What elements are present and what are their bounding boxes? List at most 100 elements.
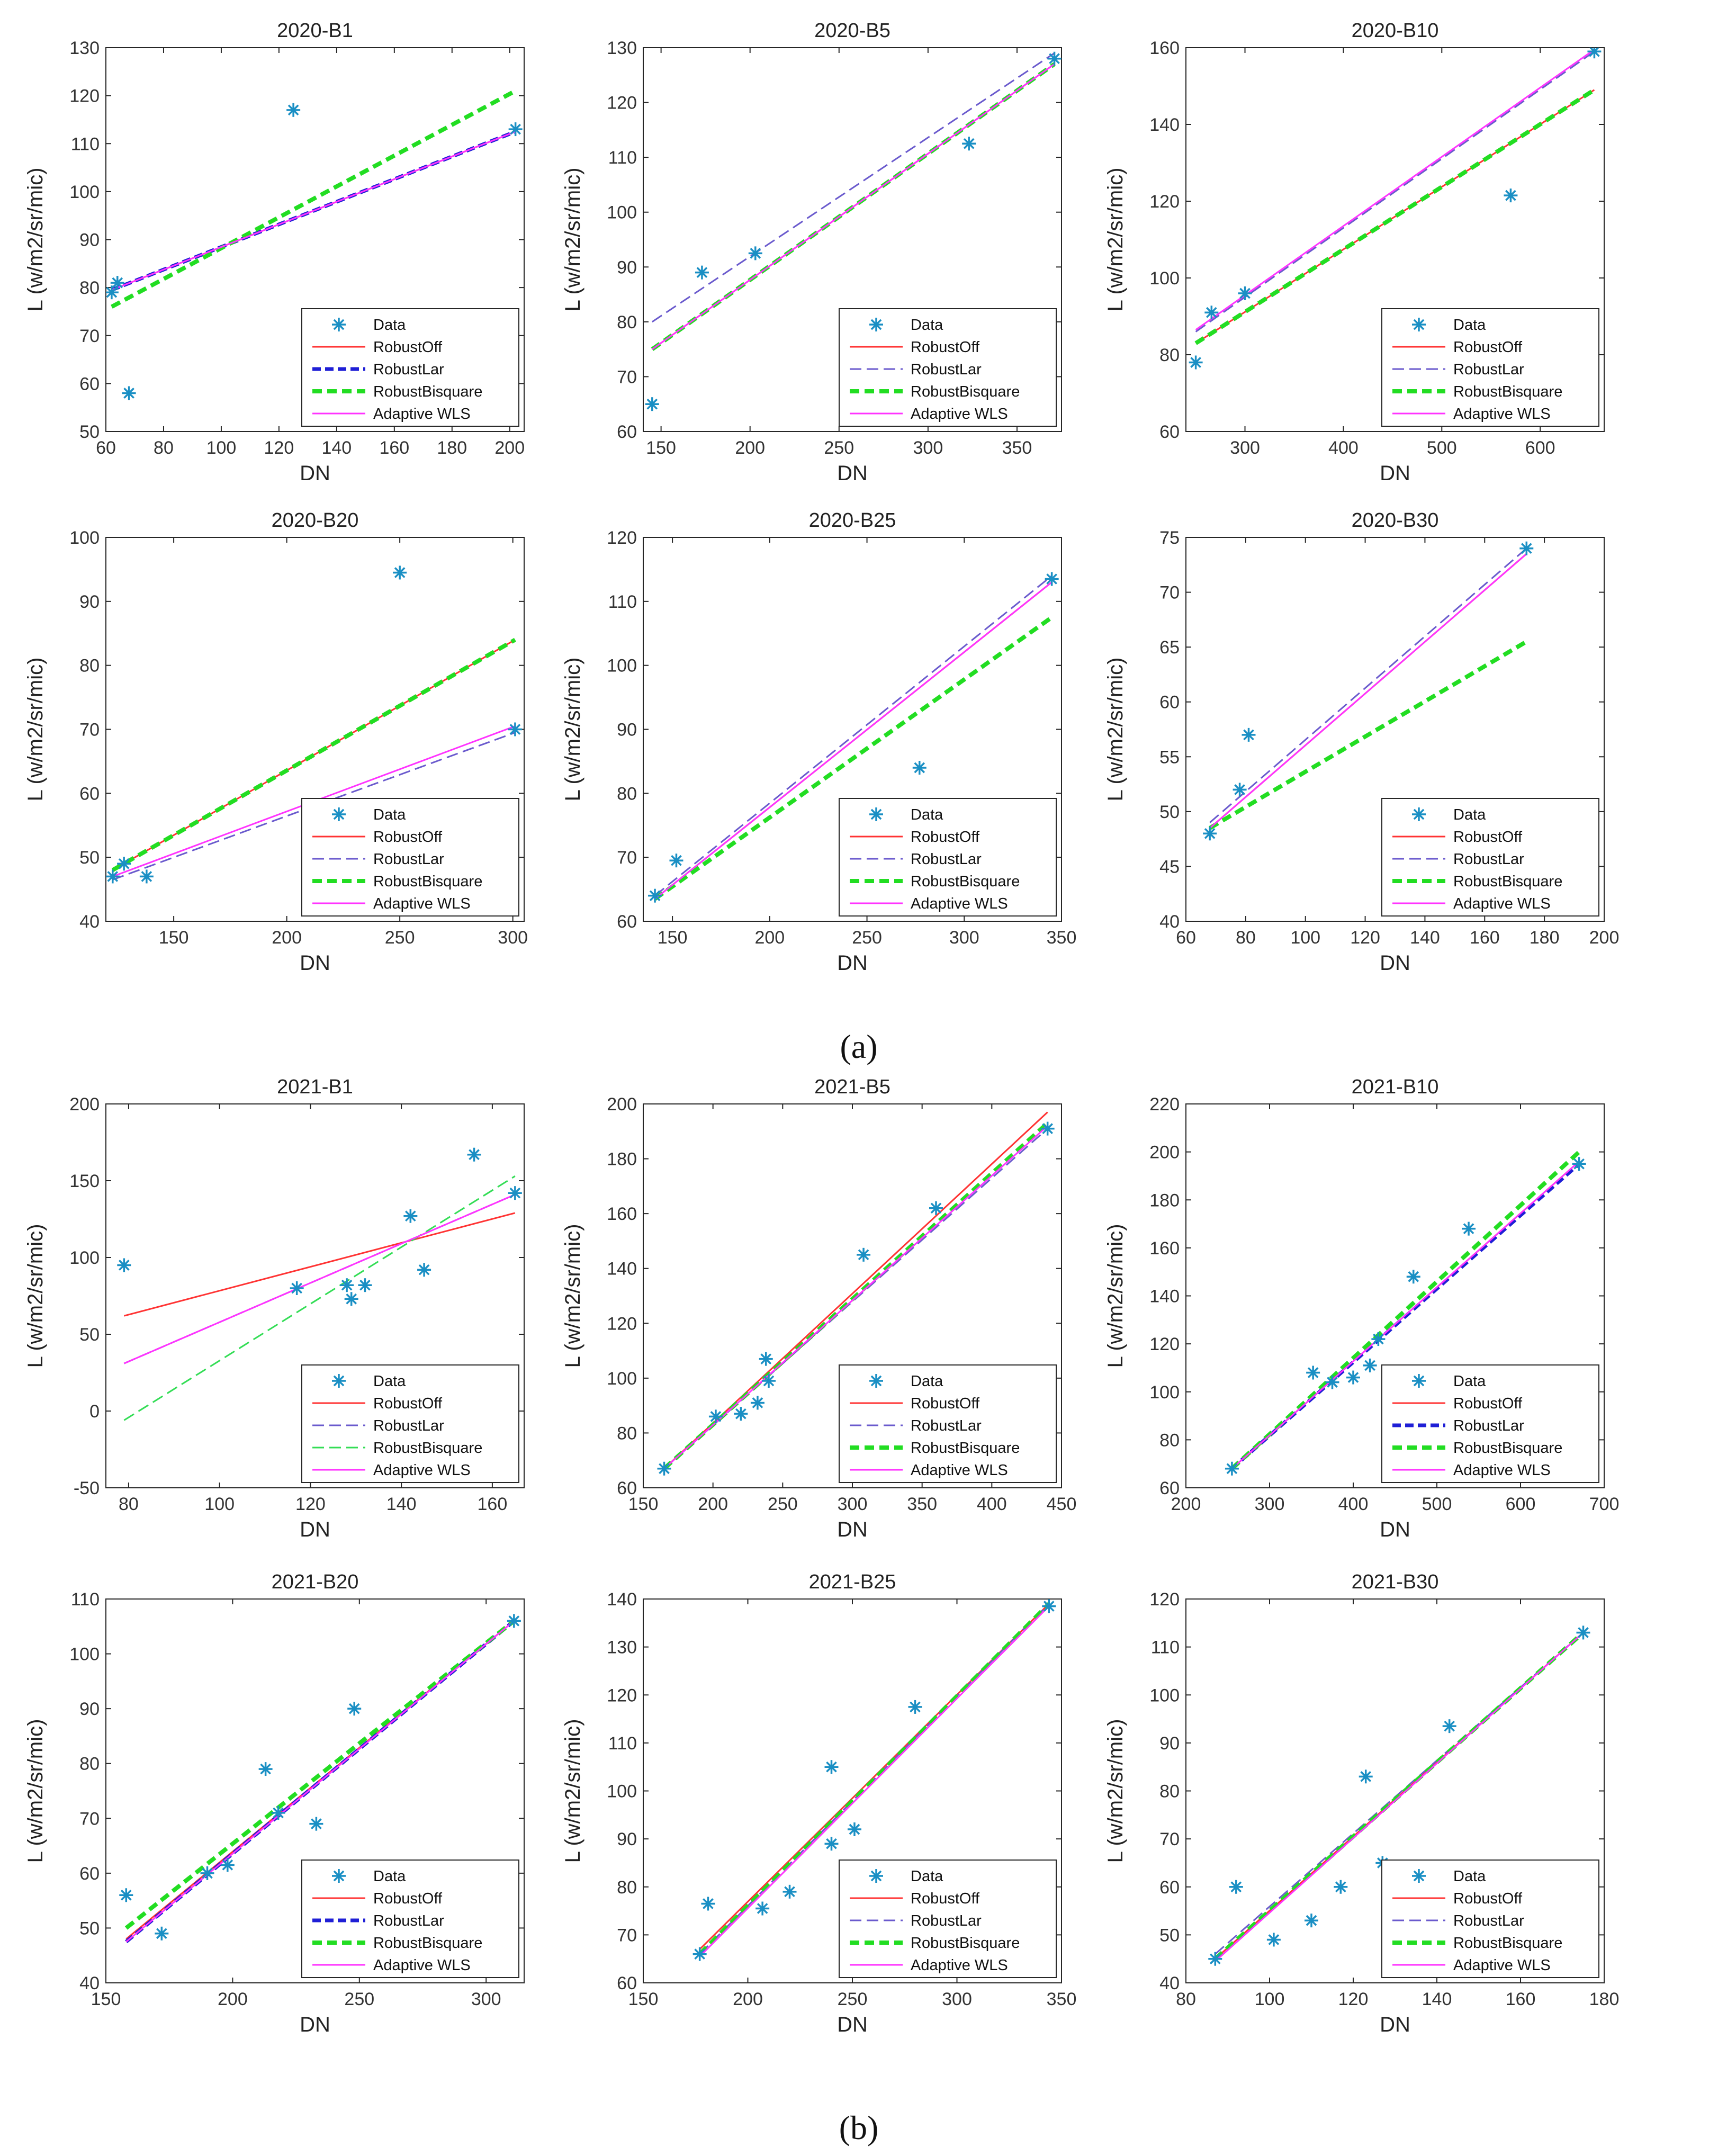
legend-data-marker (332, 807, 346, 821)
data-point (220, 1858, 235, 1872)
y-tick-label: 90 (617, 257, 637, 277)
chart-title: 2020-B20 (272, 509, 359, 532)
y-tick-label: 110 (71, 1589, 100, 1610)
data-point (692, 1947, 707, 1961)
y-axis-label: L (w/m2/sr/mic) (1104, 168, 1127, 312)
x-tick-label: 160 (1506, 1989, 1536, 2009)
data-point (1203, 827, 1217, 841)
y-tick-label: 130 (607, 38, 637, 58)
y-tick-label: 60 (617, 1973, 637, 1993)
data-point (344, 1292, 358, 1306)
x-tick-label: 150 (159, 928, 189, 948)
y-tick-label: 60 (1159, 1478, 1180, 1498)
legend-robustlar-label: RobustLar (911, 361, 982, 378)
data-point (657, 1461, 671, 1476)
y-tick-label: 130 (69, 38, 100, 58)
legend: Data RobustOff RobustLar RobustBisquare Adap… (301, 1859, 519, 1978)
y-tick-label: 50 (79, 1918, 100, 1938)
legend: Data RobustOff RobustLar RobustBisquare Adap… (301, 1364, 519, 1483)
legend-data-label: Data (373, 806, 406, 823)
data-points (117, 1147, 522, 1306)
x-tick-label: 250 (824, 438, 854, 458)
y-tick-label: 100 (607, 203, 637, 223)
x-tick-label: 200 (698, 1494, 728, 1514)
data-points (106, 103, 523, 400)
chart-panel-2020-b30: 2020-B30 60 80 100 120 140 160 180 200 40 45 50 55 60… (1104, 509, 1619, 975)
fit-line-robustbisquare (698, 1602, 1051, 1956)
y-tick-label: 160 (1149, 38, 1180, 58)
legend-adaptivewls-label: Adaptive WLS (1453, 1462, 1551, 1479)
fit-line-adaptivewls (111, 131, 516, 291)
legend: Data RobustOff RobustLar RobustBisquare Adap… (839, 1859, 1057, 1978)
y-tick-label: 120 (607, 1685, 637, 1705)
y-tick-label: 0 (89, 1402, 100, 1422)
legend: Data RobustOff RobustLar RobustBisquare Adap… (301, 798, 519, 917)
y-tick-label: 40 (79, 912, 100, 932)
data-point (929, 1201, 943, 1215)
data-points (648, 572, 1059, 903)
x-axis-label: DN (837, 951, 868, 975)
data-point (748, 246, 762, 260)
x-tick-label: 400 (1328, 438, 1359, 458)
fit-line-robustlar (1209, 547, 1527, 823)
y-tick-label: 55 (1159, 747, 1180, 767)
legend: Data RobustOff RobustLar RobustBisquare Adap… (301, 308, 519, 427)
fit-lines (1194, 49, 1596, 345)
data-point (759, 1352, 773, 1366)
legend: Data RobustOff RobustLar RobustBisquare Adap… (1381, 1364, 1599, 1483)
fit-line-adaptivewls (1215, 1632, 1584, 1962)
data-point (1305, 1914, 1318, 1928)
fit-line-robustoff (663, 1111, 1048, 1469)
y-tick-label: 90 (79, 592, 100, 612)
fit-lines (698, 1602, 1051, 1957)
legend-adaptivewls-label: Adaptive WLS (373, 1462, 471, 1479)
data-point (403, 1209, 418, 1223)
data-point (1576, 1625, 1590, 1640)
data-points (692, 1599, 1056, 1961)
legend-robustoff-label: RobustOff (373, 829, 443, 846)
data-point (1442, 1719, 1456, 1733)
data-point (1406, 1270, 1420, 1284)
y-tick-label: 100 (69, 1248, 100, 1268)
x-tick-label: 300 (942, 1989, 972, 2009)
x-tick-label: 180 (437, 438, 467, 458)
y-tick-label: 110 (608, 1733, 637, 1754)
y-tick-label: 45 (1159, 857, 1180, 877)
fit-line-robustlar (699, 1603, 1050, 1955)
x-tick-label: 350 (1047, 1989, 1077, 2009)
legend-data-label: Data (1453, 1868, 1486, 1885)
y-tick-label: 90 (617, 1829, 637, 1849)
data-point (1238, 286, 1252, 300)
chart-panel-2020-b10: 2020-B10 300 400 500 600 60 80 100 120 140 160 DN L … (1104, 20, 1605, 485)
legend: Data RobustOff RobustLar RobustBisquare Adap… (839, 308, 1057, 427)
legend-adaptivewls-label: Adaptive WLS (1453, 1957, 1551, 1974)
y-tick-label: 60 (79, 374, 100, 394)
legend-data-label: Data (1453, 1373, 1486, 1390)
x-tick-label: 180 (1530, 928, 1560, 948)
fit-line-robustbisquare (1209, 640, 1528, 830)
chart-title: 2020-B10 (1352, 20, 1439, 42)
chart-title: 2021-B20 (272, 1571, 359, 1593)
y-tick-label: 90 (1159, 1733, 1180, 1754)
legend-adaptivewls-label: Adaptive WLS (911, 1957, 1008, 1974)
y-tick-label: 60 (79, 1864, 100, 1884)
y-tick-label: 180 (607, 1149, 637, 1170)
y-tick-label: 60 (1159, 422, 1180, 442)
x-axis-label: DN (837, 462, 868, 485)
y-tick-label: 120 (607, 1314, 637, 1334)
legend-robustoff-label: RobustOff (911, 829, 980, 846)
y-tick-label: 120 (607, 93, 637, 113)
data-point (1359, 1769, 1373, 1784)
data-point (117, 857, 131, 871)
legend-robustbisquare-label: RobustBisquare (373, 1440, 482, 1457)
x-tick-label: 150 (91, 1989, 121, 2009)
fit-line-robustbisquare (111, 637, 516, 872)
fit-line-robustbisquare (1213, 1631, 1585, 1961)
y-tick-label: 110 (71, 134, 100, 154)
fit-lines (1213, 1631, 1585, 1962)
y-tick-label: 140 (1149, 1287, 1180, 1307)
y-tick-label: 70 (1159, 1829, 1180, 1849)
chart-title: 2020-B1 (277, 20, 353, 42)
fit-lines (653, 575, 1053, 901)
legend-robustbisquare-label: RobustBisquare (373, 873, 482, 890)
